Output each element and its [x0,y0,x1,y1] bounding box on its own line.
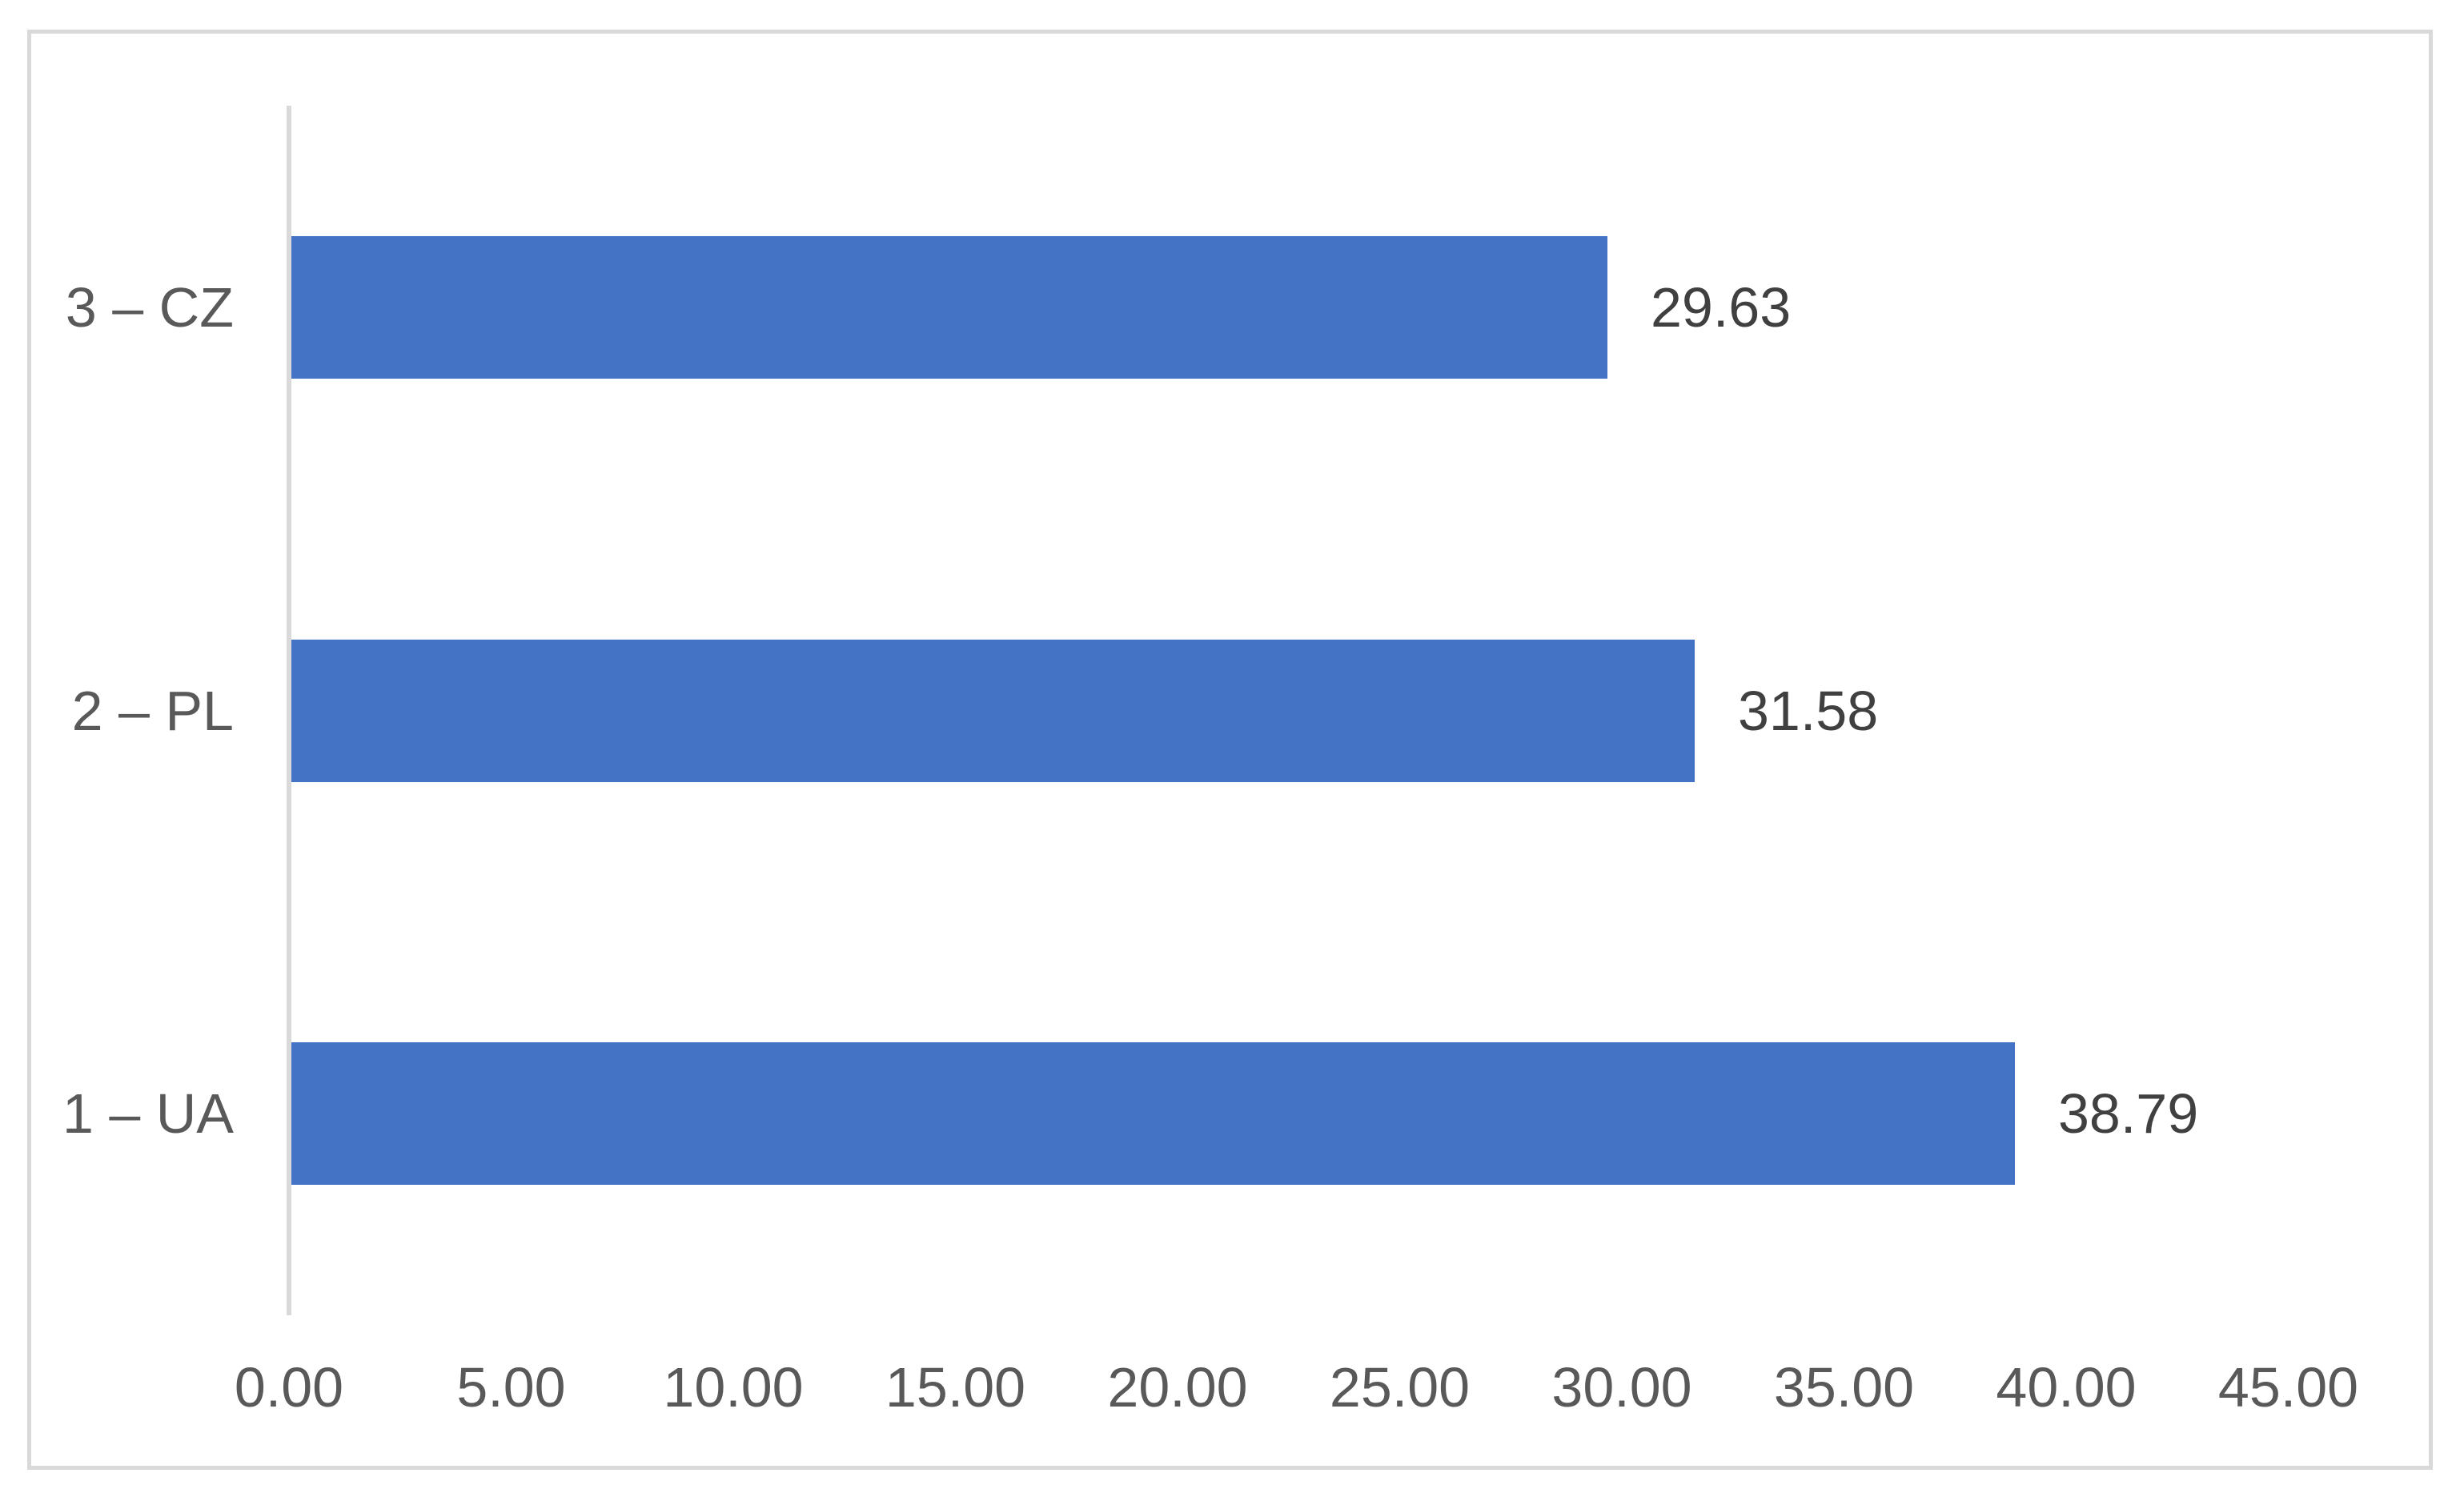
x-axis-tick-label: 25.00 [1329,1356,1471,1419]
category-label: 1 – UA [62,1082,234,1145]
bar-value-label: 38.79 [2058,1082,2199,1145]
x-axis-tick-label: 35.00 [1773,1356,1915,1419]
bar [291,1042,2015,1185]
x-axis-tick-label: 15.00 [885,1356,1026,1419]
category-label: 2 – PL [71,680,234,742]
bar-value-label: 31.58 [1738,680,1879,742]
y-axis-line [287,106,291,1315]
x-axis-tick-label: 20.00 [1107,1356,1248,1419]
x-axis-tick-label: 45.00 [2217,1356,2359,1419]
x-axis-tick-label: 30.00 [1551,1356,1692,1419]
bar-value-label: 29.63 [1651,276,1792,339]
bar [291,236,1607,379]
x-axis-tick-label: 0.00 [234,1356,344,1419]
x-axis-tick-label: 10.00 [663,1356,804,1419]
x-axis-tick-label: 5.00 [456,1356,566,1419]
category-label: 3 – CZ [65,276,234,339]
bar [291,640,1695,782]
x-axis-tick-label: 40.00 [1996,1356,2137,1419]
